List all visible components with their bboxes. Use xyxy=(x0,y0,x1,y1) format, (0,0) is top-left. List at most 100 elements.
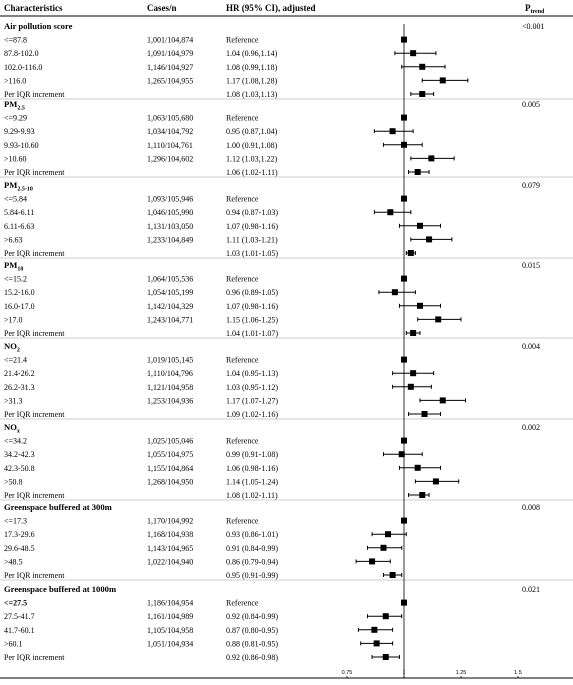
row-label: <=17.3 xyxy=(4,517,27,526)
table-row: 27.5-41.7 1,161/104,989 0.92 (0.84-0.99) xyxy=(4,612,278,621)
row-hr-text: Reference xyxy=(226,195,259,204)
row-label: <=5.84 xyxy=(4,195,27,204)
hr-point xyxy=(439,397,446,404)
header-characteristics: Characteristics xyxy=(4,3,63,13)
hr-point xyxy=(389,572,396,578)
row-hr-text: 0.94 (0.87-1.03) xyxy=(226,208,278,217)
hr-point xyxy=(380,544,387,551)
hr-point xyxy=(401,141,407,148)
table-row: <=27.5 1,186/104,954 Reference xyxy=(4,599,259,608)
hr-point xyxy=(410,370,417,377)
row-label: 29.6-48.5 xyxy=(4,544,35,553)
hr-point xyxy=(382,613,389,620)
row-hr-text: 0.86 (0.79-0.94) xyxy=(226,557,278,566)
header-cases: Cases/n xyxy=(147,3,177,13)
row-label: >116.0 xyxy=(4,76,26,85)
row-label: 27.5-41.7 xyxy=(4,612,35,621)
group-block: PM10 0.015 <=15.2 1,064/105,536 Reference 15.… xyxy=(0,260,573,339)
table-row: 26.2-31.3 1,121/104,958 1.03 (0.95-1.12) xyxy=(4,383,278,392)
row-label: <=27.5 xyxy=(4,599,27,608)
group-title-sub: 2 xyxy=(17,348,20,354)
row-cases: 1,063/105,680 xyxy=(147,114,193,123)
header-p-trend-main: P xyxy=(525,3,531,13)
group-title-main: NO xyxy=(4,422,17,432)
row-cases: 1,019/105,145 xyxy=(147,356,193,365)
row-hr-text: 1.04 (0.96,1.14) xyxy=(226,49,278,58)
row-hr-text: 1.14 (1.05-1.24) xyxy=(226,477,278,486)
group-block: Greenspace buffered at 1000m 0.021 <=27.5 1… xyxy=(4,584,540,662)
row-cases: 1,233/104,849 xyxy=(147,235,193,244)
group-block: Greenspace buffered at 300m 0.008 <=17.3 1,… xyxy=(0,502,573,581)
row-label: <=21.4 xyxy=(4,356,27,365)
row-cases: 1,186/104,954 xyxy=(147,599,193,608)
table-row: Per IQR increment 1.03 (1.01-1.05) xyxy=(4,249,278,258)
group-title-sub: x xyxy=(17,429,20,435)
row-hr-text: 1.17 (1.08,1.28) xyxy=(226,76,278,85)
row-label: 87.8-102.0 xyxy=(4,49,39,58)
row-hr-text: 1.06 (0.98-1.16) xyxy=(226,464,278,473)
row-hr-text: 0.92 (0.86-0.98) xyxy=(226,653,278,662)
table-row: <=87.8 1,001/104,874 Reference xyxy=(4,36,259,45)
row-hr-text: 1.04 (0.95-1.13) xyxy=(226,369,278,378)
hr-point xyxy=(385,531,392,538)
row-hr-text: 1.12 (1.03,1.22) xyxy=(226,154,278,163)
table-row: 9.93-10.60 1,110/104,761 1.00 (0.91,1.08) xyxy=(4,141,278,150)
group-title-sub: 10 xyxy=(17,267,23,273)
row-hr-text: 1.07 (0.98-1.16) xyxy=(226,222,278,231)
hr-point xyxy=(391,289,398,296)
row-hr-text: 1.03 (1.01-1.05) xyxy=(226,249,278,258)
row-label: >48.5 xyxy=(4,557,23,566)
row-label: 21.4-26.2 xyxy=(4,369,35,378)
table-row: 42.3-50.8 1,155/104,864 1.06 (0.98-1.16) xyxy=(4,464,278,473)
row-cases: 1,253/104,936 xyxy=(147,396,193,405)
row-cases: 1,161/104,989 xyxy=(147,612,193,621)
group-title: NOx xyxy=(4,422,20,435)
forest-plot-marks xyxy=(355,36,469,660)
x-tick-label: 1 xyxy=(402,670,405,676)
table-row: 34.2-42.3 1,055/104,975 0.99 (0.91-1.08) xyxy=(4,450,278,459)
table-row: Per IQR increment 1.04 (1.01-1.07) xyxy=(4,329,278,338)
row-label: 5.84-6.11 xyxy=(4,208,34,217)
row-label: 26.2-31.3 xyxy=(4,383,35,392)
row-hr-text: 1.08 (1.02-1.11) xyxy=(226,491,278,500)
group-block: PM2.5 0.005 <=9.29 1,063/105,680 Reference 9.… xyxy=(0,99,573,178)
group-title: Air pollution score xyxy=(4,21,73,31)
row-label: 42.3-50.8 xyxy=(4,464,35,473)
row-hr-text: Reference xyxy=(226,275,259,284)
table-row: 17.3-29.6 1,168/104,938 0.93 (0.86-1.01) xyxy=(4,530,278,539)
row-hr-text: 1.04 (1.01-1.07) xyxy=(226,329,278,338)
row-hr-text: 0.87 (0.80-0.95) xyxy=(226,626,278,635)
table-row: <=34.2 1,025/105,046 Reference xyxy=(4,437,259,446)
hr-point xyxy=(398,451,405,458)
row-hr-text: 0.88 (0.81-0.95) xyxy=(226,639,278,648)
row-hr-text: 0.92 (0.84-0.99) xyxy=(226,612,278,621)
group-title-sub: 2.5-10 xyxy=(17,187,33,193)
row-label: 102.0-116.0 xyxy=(4,63,42,72)
row-label: Per IQR increment xyxy=(4,168,65,177)
row-label: >31.3 xyxy=(4,396,23,405)
row-hr-text: Reference xyxy=(226,114,259,123)
header-p-trend-sub: trend xyxy=(531,9,546,15)
row-cases: 1,051/104,934 xyxy=(147,639,193,648)
group-title: NO2 xyxy=(4,341,20,354)
row-hr-text: 0.96 (0.89-1.05) xyxy=(226,288,278,297)
row-cases: 1,168/104,938 xyxy=(147,530,193,539)
row-hr-text: 1.15 (1.06-1.25) xyxy=(226,315,278,324)
x-tick-label: 1.25 xyxy=(456,670,467,676)
row-cases: 1,055/104,975 xyxy=(147,450,193,459)
hr-point xyxy=(439,77,446,84)
group-block: Air pollution score <0.001 <=87.8 1,001/104… xyxy=(0,21,573,100)
hr-point xyxy=(414,464,421,471)
row-cases: 1,243/104,771 xyxy=(147,315,193,324)
table-row: 6.11-6.63 1,131/103,050 1.07 (0.98-1.16) xyxy=(4,222,278,231)
table-row: 21.4-26.2 1,110/104,796 1.04 (0.95-1.13) xyxy=(4,369,278,378)
row-label: >10.60 xyxy=(4,154,27,163)
row-hr-text: Reference xyxy=(226,599,259,608)
hr-point xyxy=(401,517,407,524)
hr-point xyxy=(414,169,421,175)
group-block: NO2 0.004 <=21.4 1,019/105,145 Reference 21.4… xyxy=(0,341,573,420)
table-row: Per IQR increment 1.09 (1.02-1.16) xyxy=(4,410,278,419)
table-row: Per IQR increment 1.08 (1.03,1.13) xyxy=(4,90,278,99)
row-cases: 1,054/105,199 xyxy=(147,288,193,297)
